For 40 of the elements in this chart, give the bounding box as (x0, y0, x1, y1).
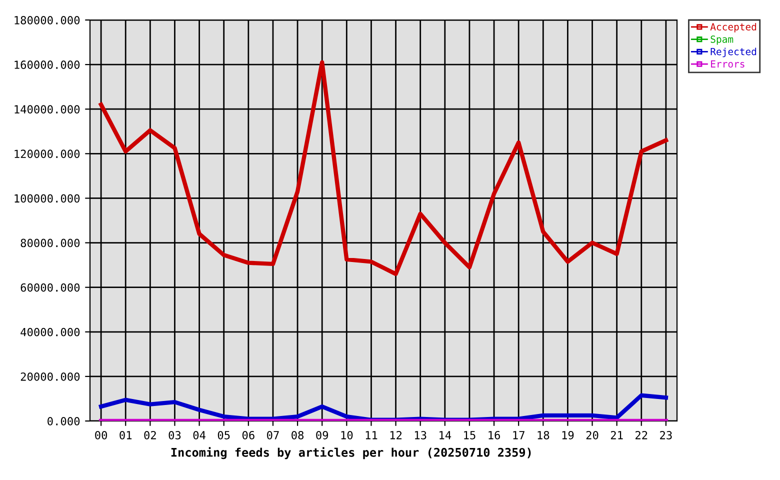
x-tick-label: 09 (316, 430, 328, 440)
x-tick-label: 22 (636, 430, 648, 440)
x-tick-label: 06 (242, 430, 254, 440)
x-tick-label: 15 (464, 431, 476, 440)
x-axis-title: Incoming feeds by articles per hour (20250710 2359) (171, 447, 531, 460)
y-tick-label: 100000.000 (14, 194, 80, 203)
x-tick-label: 19 (562, 430, 574, 440)
x-tick-label: 01 (120, 430, 132, 440)
line-series (98, 60, 668, 276)
legend-label: Accepted (710, 22, 756, 32)
x-tick-label: 00 (95, 430, 108, 440)
y-tick-label: 60000.000 (20, 283, 80, 292)
x-tick-label: 13 (414, 430, 426, 440)
x-tick-label: 08 (292, 430, 304, 440)
x-tick-label: 21 (610, 430, 623, 440)
legend-label: Errors (711, 60, 744, 68)
y-tick-label: 20000.000 (20, 372, 80, 381)
legend-label: Rejected (710, 48, 756, 58)
x-tick-label: 20 (586, 430, 598, 440)
y-tick-label: 180000.000 (14, 16, 80, 24)
y-tick-label: 120000.000 (14, 150, 80, 158)
legend-label: Spam (710, 36, 734, 45)
x-tick-label: 05 (218, 430, 230, 440)
x-tick-label: 14 (440, 431, 452, 440)
x-tick-label: 16 (488, 430, 500, 440)
x-tick-label: 02 (144, 430, 156, 440)
x-tick-label: 23 (660, 430, 672, 440)
y-tick-label: 40000.000 (20, 328, 80, 336)
y-tick-label: 0.000 (48, 417, 80, 426)
x-tick-label: 18 (538, 430, 550, 440)
y-tick-label: 80000.000 (20, 238, 80, 248)
x-tick-label: 17 (513, 431, 524, 440)
x-tick-label: 12 (390, 430, 402, 440)
y-tick-label: 160000.000 (14, 60, 80, 69)
x-tick-label: 11 (366, 431, 378, 440)
x-tick-label: 04 (193, 430, 206, 440)
x-tick-label: 10 (341, 430, 353, 440)
y-tick-label: 140000.000 (14, 105, 80, 114)
x-tick-label: 07 (267, 430, 279, 440)
x-tick-label: 03 (168, 430, 181, 440)
